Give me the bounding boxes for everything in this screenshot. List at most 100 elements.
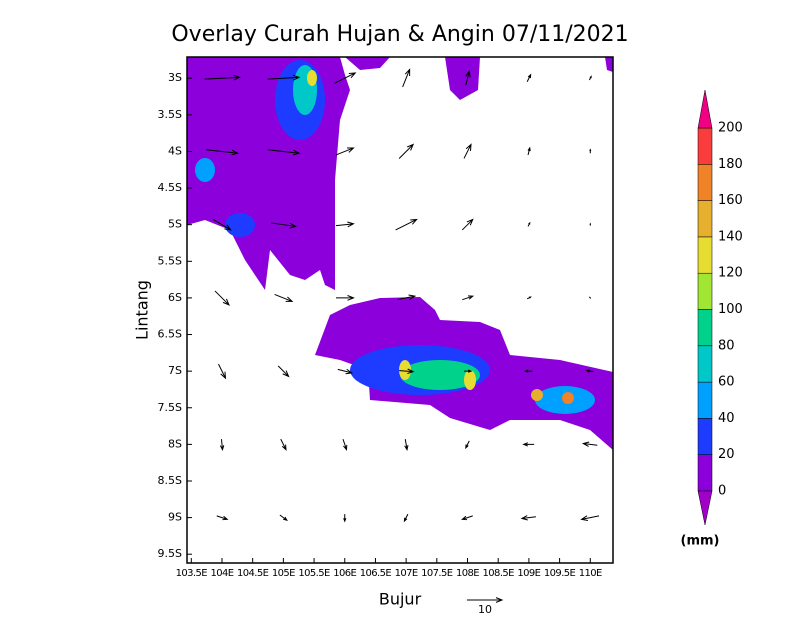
wind-vector (212, 219, 232, 231)
x-tick-label: 108.5E (483, 568, 515, 579)
rain-blob (225, 213, 255, 237)
wind-vector (588, 75, 592, 81)
wind-vector (465, 440, 470, 450)
reference-vector (467, 597, 504, 603)
colorbar-bin (697, 418, 713, 455)
wind-vector (337, 368, 354, 375)
colorbar-label: 120 (718, 266, 743, 281)
wind-vector (399, 368, 415, 374)
x-tick-label: 109.5E (544, 568, 576, 579)
wind-vector (335, 147, 355, 156)
wind-vector (585, 369, 594, 373)
colorbar-label: 40 (718, 411, 735, 426)
colorbar-label: 140 (718, 229, 743, 244)
colorbar-bin (697, 127, 713, 165)
x-tick-label: 104E (210, 568, 233, 579)
wind-vector (403, 513, 409, 523)
y-tick-label: 3S (168, 71, 182, 84)
y-tick-label: 6.5S (158, 328, 182, 341)
x-tick-label: 105E (272, 568, 295, 579)
rain-blob (400, 360, 480, 390)
colorbar-bin (697, 272, 713, 310)
rain-blob (399, 360, 411, 380)
x-tick-label: 110E (579, 568, 602, 579)
colorbar-under (697, 490, 713, 526)
rain-area (445, 57, 480, 100)
wind-vector (336, 295, 355, 301)
rain-blob (464, 370, 476, 390)
wind-vector (526, 73, 532, 82)
wind-vector (527, 221, 531, 227)
wind-vector (462, 295, 475, 301)
y-tick-label: 7.5S (158, 401, 182, 414)
wind-vector (589, 222, 592, 226)
wind-vector (588, 296, 592, 299)
y-tick-label: 9S (168, 511, 182, 524)
y-axis-label: Lintang (133, 280, 152, 340)
wind-vector (522, 442, 535, 447)
wind-vector (589, 148, 592, 154)
wind-vector (343, 514, 347, 523)
y-tick-label: 9.5S (158, 547, 182, 560)
colorbar-bin (697, 309, 713, 347)
y-tick-label: 5S (168, 218, 182, 231)
wind-vector (524, 369, 533, 373)
wind-vector (216, 515, 229, 521)
wind-vector (465, 69, 471, 86)
colorbar-bin (697, 236, 713, 274)
x-tick-label: 109E (517, 568, 540, 579)
wind-vector (581, 441, 598, 447)
wind-vector (520, 515, 536, 521)
y-tick-label: 5.5S (158, 254, 182, 267)
wind-vector (398, 143, 415, 159)
wind-vector (277, 365, 290, 378)
x-tick-label: 104.5E (237, 568, 269, 579)
wind-vector (204, 74, 241, 81)
colorbar-label: 80 (718, 338, 735, 353)
wind-vector (404, 439, 409, 451)
y-tick-label: 7S (168, 364, 182, 377)
colorbar-units: (mm) (681, 534, 720, 549)
rain-area (345, 57, 390, 70)
wind-vector (219, 439, 225, 451)
wind-vector (280, 438, 287, 451)
wind-vector (526, 296, 532, 300)
wind-vector (464, 369, 473, 373)
wind-vector (335, 221, 355, 228)
x-tick-label: 103.5E (176, 568, 208, 579)
x-tick-label: 106.5E (360, 568, 392, 579)
wind-vector (206, 149, 240, 156)
wind-vector (334, 72, 357, 84)
wind-vector (279, 514, 288, 522)
x-tick-label: 106E (333, 568, 356, 579)
y-tick-label: 3.5S (158, 108, 182, 121)
wind-vector (214, 290, 230, 306)
colorbar-label: 0 (718, 484, 726, 499)
title: Overlay Curah Hujan & Angin 07/11/2021 (171, 22, 628, 47)
wind-vector (397, 294, 417, 301)
x-tick-label: 108E (456, 568, 479, 579)
y-tick-label: 8S (168, 437, 182, 450)
colorbar-bin (697, 381, 713, 419)
rain-areas (187, 57, 613, 450)
rain-blob (531, 389, 543, 401)
colorbar-bin (697, 454, 713, 492)
colorbar-bin (697, 164, 713, 201)
colorbar-label: 60 (718, 375, 735, 390)
plot-frame (186, 56, 614, 564)
x-axis-label: Bujur (379, 590, 422, 609)
y-tick-label: 4S (168, 144, 182, 157)
wind-vector (267, 74, 301, 81)
colorbar-over (697, 89, 713, 129)
x-tick-label: 105.5E (298, 568, 330, 579)
wind-vector (527, 146, 531, 156)
colorbar-label: 20 (718, 447, 735, 462)
y-tick-label: 8.5S (158, 474, 182, 487)
x-tick-label: 107E (395, 568, 418, 579)
colorbar-bin (697, 200, 713, 238)
colorbar-label: 160 (718, 193, 743, 208)
wind-vector (218, 363, 227, 380)
wind-vector (460, 515, 473, 521)
wind-vector (274, 293, 294, 302)
